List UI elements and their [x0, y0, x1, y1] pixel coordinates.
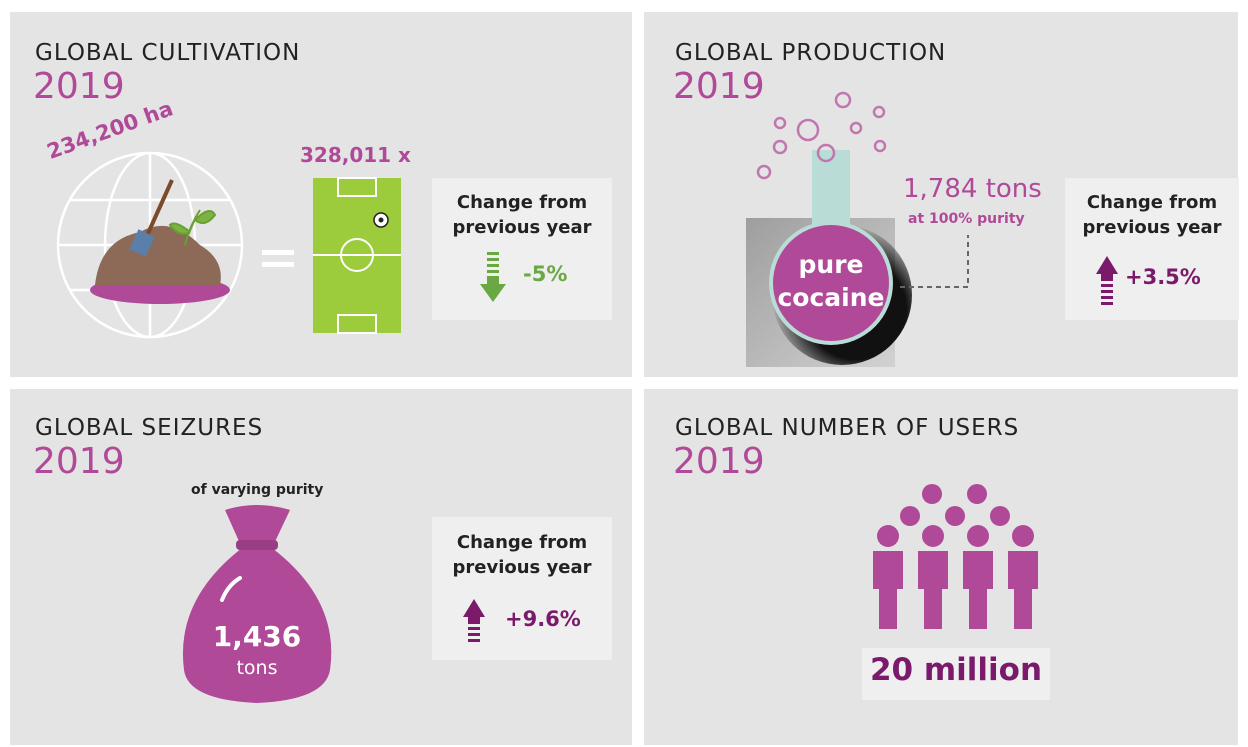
fields: 328,011 x	[300, 143, 411, 167]
people	[873, 484, 1038, 629]
users: 20 million	[869, 652, 1043, 688]
bag	[182, 505, 332, 703]
title: GLOBAL SEIZURES	[35, 415, 264, 441]
note: of varying purity	[191, 482, 324, 498]
bubbles	[756, 91, 887, 180]
soil	[95, 225, 221, 285]
change-box	[1065, 178, 1239, 320]
title: GLOBAL NUMBER OF USERS	[675, 415, 1020, 441]
change-box	[432, 517, 612, 660]
title: GLOBAL PRODUCTION	[675, 40, 947, 66]
arrow-up	[1096, 256, 1118, 305]
change-value: +3.5%	[1125, 265, 1201, 289]
equals	[262, 250, 294, 255]
amount: 1,436	[212, 620, 302, 653]
title: GLOBAL CULTIVATION	[35, 40, 301, 66]
flask-label: pure	[798, 250, 864, 279]
unit: tons	[236, 657, 278, 679]
bag-shine	[220, 576, 242, 602]
arrow-up	[463, 599, 485, 642]
flask-label: cocaine	[777, 283, 885, 312]
change-label: Change from previous year	[452, 532, 592, 578]
year: 2019	[33, 441, 125, 482]
shovel-blade	[129, 229, 155, 257]
change-box	[432, 178, 612, 320]
amount-note: at 100% purity	[908, 211, 1025, 227]
arrow-down	[480, 252, 506, 302]
leader-line	[900, 235, 969, 288]
equals	[262, 262, 294, 267]
year: 2019	[673, 441, 765, 482]
change-label: Change from previous year	[452, 192, 592, 238]
year: 2019	[33, 66, 125, 107]
change-value: +9.6%	[505, 607, 581, 631]
plant	[168, 209, 217, 246]
change-label: Change from previous year	[1082, 192, 1222, 238]
shovel-handle	[143, 179, 174, 241]
bag-tie	[236, 540, 278, 550]
flask-neck	[812, 150, 850, 235]
users-box	[862, 648, 1050, 700]
year: 2019	[673, 66, 765, 107]
amount: 1,784 tons	[903, 174, 1042, 204]
change-value: -5%	[523, 262, 568, 286]
flask-liquid	[773, 225, 889, 341]
